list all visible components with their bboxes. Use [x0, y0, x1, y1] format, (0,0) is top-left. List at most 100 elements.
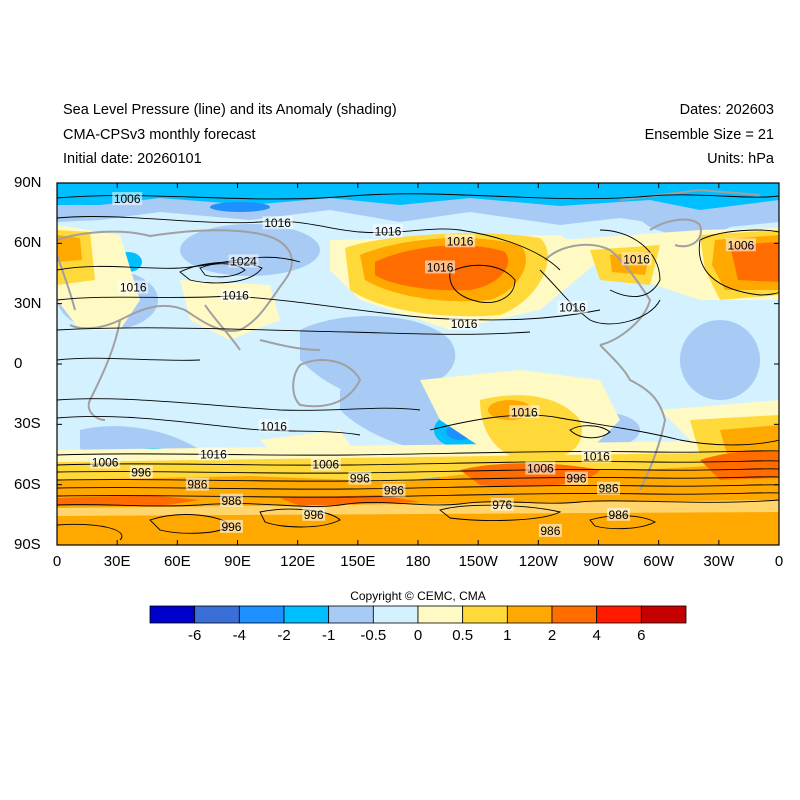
map-title: Sea Level Pressure (line) and its Anomal… — [63, 102, 397, 118]
lon-tick-label: 180 — [405, 553, 431, 570]
colorbar-tick-label: -4 — [232, 627, 246, 644]
colorbar-tick-label: 0.5 — [452, 627, 474, 644]
colorbar-swatch — [194, 605, 240, 624]
lon-tick-label: 60W — [643, 553, 675, 570]
contour-value-label: 976 — [490, 497, 514, 512]
forecast-dates: Dates: 202603 — [679, 102, 774, 118]
lon-tick-label: 0 — [774, 553, 784, 570]
lon-tick-label: 150W — [458, 553, 498, 570]
colorbar-tick-label: 0 — [413, 627, 423, 644]
lon-tick-label: 90E — [224, 553, 251, 570]
contour-value-label: 1016 — [581, 449, 612, 464]
colorbar-swatch — [506, 605, 553, 624]
colorbar-swatch — [640, 605, 687, 624]
copyright-notice: Copyright © CEMC, CMA — [350, 589, 486, 603]
svg-text:986: 986 — [609, 508, 629, 522]
slp-contours — [57, 193, 779, 541]
contour-value-label: 1016 — [621, 252, 652, 266]
colorbar-swatch — [596, 605, 642, 624]
map-plot-area — [57, 183, 779, 545]
lon-tick-label: 0 — [52, 553, 62, 570]
svg-text:1006: 1006 — [527, 462, 554, 476]
svg-text:996: 996 — [566, 472, 586, 486]
lat-tick-label: 30N — [14, 294, 42, 312]
svg-text:986: 986 — [540, 524, 560, 538]
colorbar-tick-label: 2 — [547, 627, 557, 644]
colorbar-swatch — [462, 605, 508, 624]
colorbar-tick-label: -6 — [187, 627, 202, 644]
lat-tick-label: 90N — [14, 174, 42, 191]
colorbar — [149, 605, 687, 624]
lat-tick-label: 90S — [14, 536, 41, 553]
contour-value-label: 1016 — [220, 288, 251, 303]
svg-text:976: 976 — [492, 498, 512, 512]
contour-value-label: 996 — [564, 471, 588, 486]
contour-value-label: 986 — [185, 477, 209, 492]
svg-text:1016: 1016 — [264, 216, 291, 230]
svg-text:1006: 1006 — [92, 456, 119, 470]
contour-value-label: 1016 — [262, 216, 293, 230]
svg-text:1024: 1024 — [230, 254, 257, 268]
svg-text:1006: 1006 — [312, 458, 339, 472]
svg-text:1016: 1016 — [447, 234, 474, 248]
contour-value-label: 986 — [597, 481, 621, 496]
contour-value-label: 1006 — [310, 457, 341, 472]
svg-text:1006: 1006 — [728, 238, 755, 252]
model-name: CMA-CPSv3 monthly forecast — [63, 127, 256, 143]
contour-value-label: 1024 — [228, 254, 259, 268]
initial-date: Initial date: 20260101 — [63, 151, 202, 167]
contour-value-label: 1016 — [449, 316, 480, 331]
contour-value-label: 1016 — [118, 280, 149, 295]
lon-tick-label: 90W — [583, 553, 614, 570]
colorbar-swatch — [238, 605, 285, 624]
contour-value-label: 1016 — [198, 447, 229, 462]
lat-tick-label: 60S — [14, 475, 41, 493]
contour-value-label: 996 — [348, 471, 372, 486]
contour-value-label: 1016 — [445, 234, 476, 248]
contour-value-label: 996 — [302, 508, 326, 522]
svg-text:1016: 1016 — [375, 224, 402, 238]
lon-tick-label: 150E — [340, 553, 376, 570]
colorbar-tick-label: 4 — [592, 627, 601, 644]
contour-value-label: 996 — [219, 519, 243, 534]
contour-value-label: 986 — [382, 483, 406, 498]
axis-ticks — [56, 182, 780, 546]
lon-tick-label: 30W — [703, 553, 735, 570]
svg-text:996: 996 — [350, 472, 370, 486]
contour-value-label: 996 — [129, 465, 153, 480]
colorbar-tick-label: -0.5 — [360, 627, 387, 644]
contour-value-label: 986 — [538, 523, 562, 538]
svg-text:986: 986 — [221, 494, 241, 508]
contour-value-label: 986 — [219, 493, 243, 508]
colorbar-tick-label: 6 — [637, 627, 646, 644]
svg-text:1016: 1016 — [222, 289, 249, 303]
svg-text:1016: 1016 — [511, 405, 538, 419]
contour-value-label: 1016 — [509, 405, 540, 419]
contour-value-label: 1006 — [525, 461, 556, 476]
lon-tick-label: 30E — [103, 553, 131, 570]
svg-text:996: 996 — [304, 508, 324, 522]
contour-value-label: 1016 — [258, 419, 289, 433]
coastlines — [57, 188, 761, 491]
svg-text:1016: 1016 — [583, 450, 610, 464]
svg-text:996: 996 — [131, 466, 151, 480]
contour-value-label: 986 — [607, 508, 631, 522]
colorbar-swatch — [149, 605, 196, 624]
svg-text:1016: 1016 — [200, 448, 227, 462]
lat-tick-label: 30S — [14, 415, 41, 433]
contour-value-label: 1016 — [372, 224, 403, 238]
colorbar-swatch — [372, 605, 419, 624]
svg-text:986: 986 — [187, 478, 207, 492]
svg-text:996: 996 — [221, 520, 241, 534]
colorbar-swatch — [328, 605, 374, 624]
lon-tick-label: 120W — [518, 553, 558, 570]
svg-text:1016: 1016 — [623, 252, 650, 266]
colorbar-swatch — [417, 605, 464, 624]
contour-value-label: 1006 — [112, 192, 143, 206]
colorbar-tick-label: 1 — [503, 627, 512, 644]
svg-text:986: 986 — [599, 482, 619, 496]
lat-tick-label: 60N — [14, 234, 42, 252]
units-label: Units: hPa — [707, 151, 774, 167]
svg-text:1016: 1016 — [559, 301, 586, 315]
